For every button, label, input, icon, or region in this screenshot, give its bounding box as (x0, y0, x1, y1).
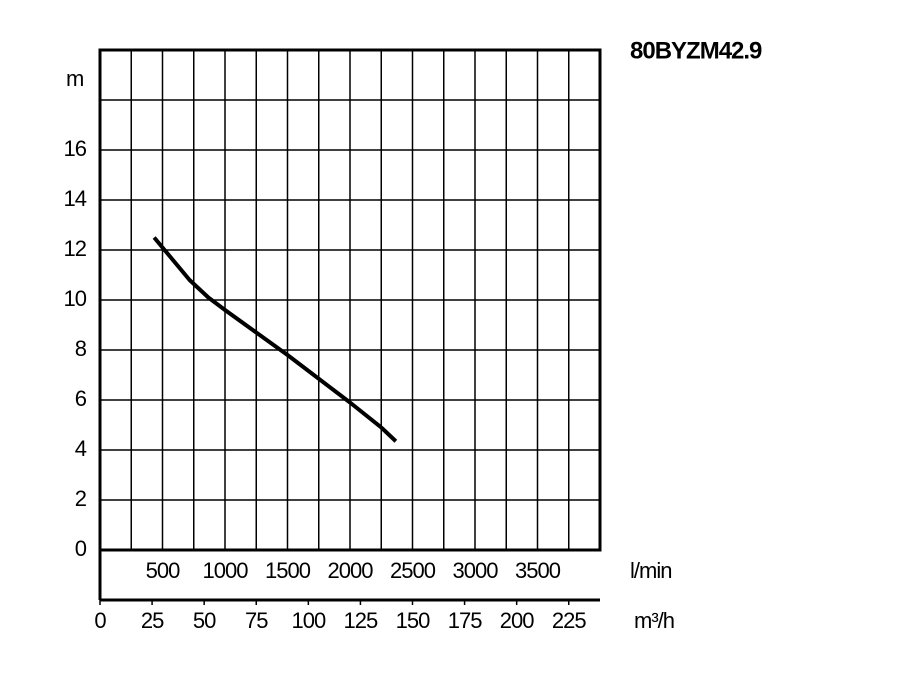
x-unit: m³/h (634, 608, 674, 633)
x-tick-label: 200 (500, 608, 534, 633)
x-tick-label: 0 (94, 608, 106, 633)
x-tick-label: 25 (141, 608, 164, 633)
x2-tick-label: 1000 (203, 558, 249, 583)
x-tick-label: 225 (552, 608, 586, 633)
x2-tick-label: 2000 (328, 558, 374, 583)
x2-tick-label: 3500 (515, 558, 561, 583)
x-tick-label: 75 (245, 608, 268, 633)
x2-tick-label: 500 (146, 558, 180, 583)
x-tick-label: 125 (344, 608, 378, 633)
y-tick-label: 8 (75, 336, 87, 361)
x-tick-label: 100 (291, 608, 325, 633)
x-tick-label: 50 (193, 608, 216, 633)
y-tick-label: 4 (75, 436, 87, 461)
x2-tick-label: 2500 (390, 558, 436, 583)
curve (152, 236, 398, 443)
y-tick-label: 2 (75, 486, 87, 511)
x2-tick-label: 1500 (265, 558, 311, 583)
x-tick-label: 150 (396, 608, 430, 633)
x2-unit: l/min (630, 558, 671, 583)
y-tick-label: 0 (75, 536, 87, 561)
y-tick-label: 6 (75, 386, 87, 411)
y-tick-label: 14 (64, 186, 87, 211)
x2-tick-label: 3000 (453, 558, 499, 583)
plot-frame (98, 48, 602, 552)
y-unit: m (66, 66, 83, 91)
y-tick-label: 16 (64, 136, 87, 161)
y-tick-label: 10 (64, 286, 87, 311)
y-tick-label: 12 (64, 236, 87, 261)
chart-title: 80BYZM42.9 (630, 37, 762, 64)
x-tick-label: 175 (448, 608, 482, 633)
